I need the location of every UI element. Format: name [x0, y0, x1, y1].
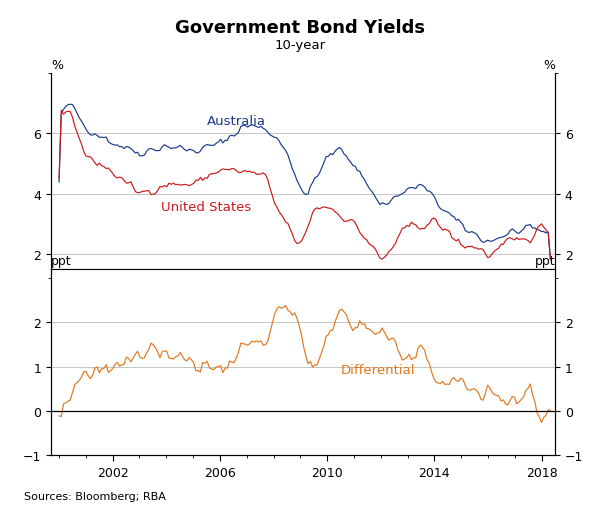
Text: Sources: Bloomberg; RBA: Sources: Bloomberg; RBA — [24, 491, 166, 501]
Text: %: % — [51, 59, 63, 72]
Text: Differential: Differential — [341, 363, 415, 377]
Text: Australia: Australia — [206, 115, 265, 128]
Text: Government Bond Yields: Government Bond Yields — [175, 19, 425, 37]
Text: %: % — [543, 59, 555, 72]
Text: 10-year: 10-year — [274, 39, 326, 52]
Text: ppt: ppt — [51, 254, 71, 267]
Text: United States: United States — [161, 201, 251, 214]
Text: ppt: ppt — [535, 254, 555, 267]
